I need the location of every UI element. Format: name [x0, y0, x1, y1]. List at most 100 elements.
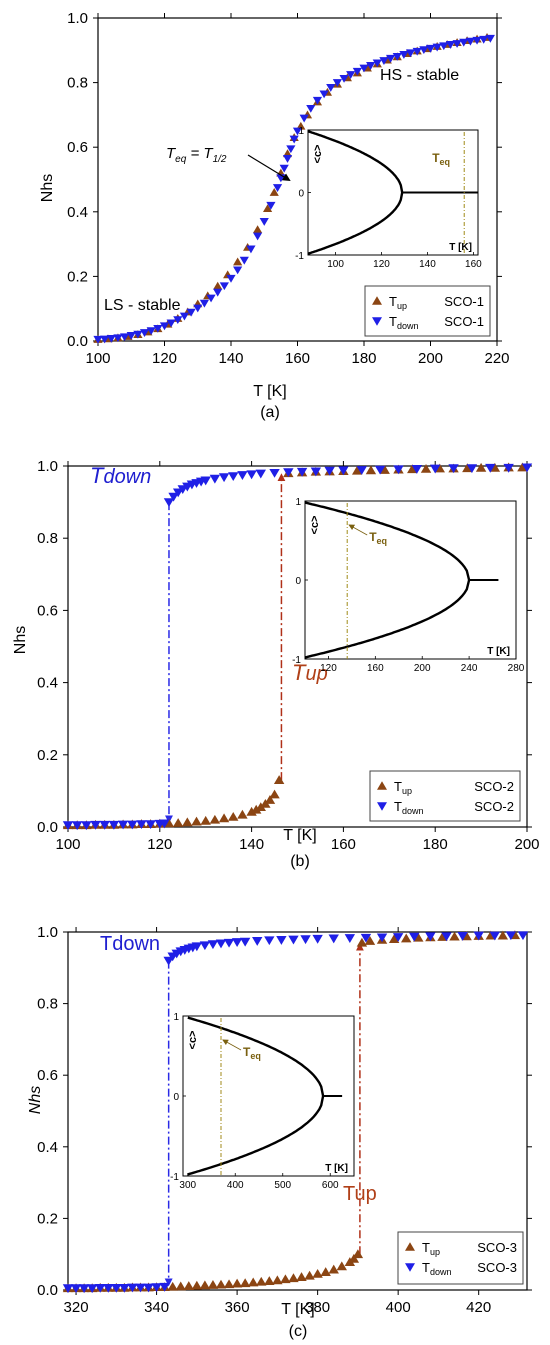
x-tick-label: 220 [484, 350, 509, 367]
y-tick-label: 0.2 [67, 268, 88, 285]
inset-x-tick-label: 160 [367, 663, 384, 674]
tdown-point [199, 299, 209, 308]
inset-y-tick-label: -1 [292, 655, 301, 666]
y-tick-label: 0.2 [37, 747, 58, 764]
tup-point [449, 931, 460, 941]
legend-tdown-label: Tdown [389, 314, 418, 331]
tup-point [462, 463, 473, 473]
tdown-point [259, 218, 269, 226]
tdown-point [425, 932, 436, 942]
tup-point [264, 1276, 275, 1285]
tdown-point [223, 938, 235, 948]
tdown-point [168, 492, 179, 502]
inset-teq-arrow [222, 1039, 242, 1051]
tup-point [262, 204, 273, 213]
tdown-point [81, 821, 92, 831]
inset-upper-branch [307, 130, 404, 193]
tdown-point [459, 38, 469, 47]
inset-x-tick-label: 500 [274, 1180, 291, 1191]
tdown-point [472, 36, 482, 45]
tdown-point [239, 256, 249, 265]
tdown-point [126, 332, 136, 340]
panel-a-teq-arrow [247, 154, 291, 182]
tdown-point [136, 820, 147, 830]
tdown-point [163, 498, 175, 508]
inset-xlabel: T [K] [325, 1163, 348, 1174]
tdown-point [231, 938, 243, 947]
plot-frame [67, 931, 528, 1291]
y-tick-label: 0.4 [37, 675, 58, 692]
tdown-point [135, 1283, 146, 1293]
tdown-point [166, 319, 176, 328]
tdown-point [215, 939, 227, 949]
panel-c-series [62, 930, 529, 1294]
x-tick-label: 360 [225, 1299, 250, 1316]
inset-y-tick-label: -1 [170, 1172, 179, 1183]
tdown-point [425, 44, 436, 53]
tdown-point [344, 934, 356, 944]
tdown-point [466, 464, 478, 474]
x-tick-label: 140 [218, 350, 243, 367]
legend-series-name: SCO-3 [477, 1240, 517, 1255]
tdown-point [153, 324, 163, 333]
x-tick-label: 120 [147, 836, 172, 853]
tdown-point [489, 931, 500, 941]
y-tick-label: 0.6 [37, 602, 58, 619]
legend-tdown-label: Tdown [394, 799, 423, 816]
inset-x-tick-label: 600 [322, 1180, 339, 1191]
tdown-point [439, 42, 449, 51]
tdown-point [70, 1284, 82, 1294]
y-tick-label: 0.0 [37, 1282, 58, 1299]
tdown-point [312, 934, 323, 944]
legend-series-name: SCO-3 [477, 1260, 517, 1275]
tup-point [272, 1275, 283, 1285]
tup-point [255, 802, 266, 812]
inset-y-tick-label: 1 [173, 1012, 179, 1023]
legend-tup-marker [372, 296, 382, 305]
plot-frame [67, 465, 528, 828]
panel-a-xlabel: T [K] [253, 383, 287, 400]
tdown-point [159, 819, 170, 829]
tup-point [237, 809, 248, 819]
tup-point [256, 1276, 267, 1286]
tdown-point [430, 464, 441, 474]
tdown-point [448, 464, 459, 474]
inset-x-tick-label: 300 [179, 1180, 196, 1191]
panel-a-ylabel: Nhs [39, 174, 56, 202]
y-tick-label: 0.0 [67, 333, 88, 350]
x-tick-label: 100 [55, 836, 80, 853]
tdown-point [172, 488, 184, 498]
tdown-point [228, 472, 239, 482]
tup-point [407, 464, 418, 474]
x-tick-label: 160 [331, 836, 356, 853]
tup-point [182, 817, 193, 827]
tdown-point [127, 1283, 138, 1293]
tdown-point [296, 467, 308, 477]
panel-c-legend: Tup SCO-3 Tdown SCO-3 [397, 1231, 524, 1285]
tdown-point [252, 937, 263, 946]
panel-c-axes: 320 340 360 380 400 420 0.0 0.2 0.4 0.6 0.8 1.0 [37, 924, 532, 1316]
panel-a-series [93, 33, 495, 344]
tup-point [304, 1270, 315, 1280]
inset-x-tick-label: 120 [373, 259, 390, 270]
tdown-point [332, 79, 342, 87]
tup-point [215, 1279, 227, 1289]
tdown-point [356, 466, 367, 475]
inset-upper-branch [187, 1016, 325, 1097]
tdown-point [328, 934, 339, 944]
tdown-point [145, 820, 156, 830]
inset-lower-branch [187, 1095, 325, 1176]
tdown-point [457, 932, 468, 941]
tup-point [379, 465, 390, 474]
y-tick-label: 0.2 [37, 1210, 58, 1227]
x-tick-label: 100 [85, 350, 110, 367]
x-tick-label: 200 [418, 350, 443, 367]
tdown-point [288, 935, 299, 945]
x-tick-label: 400 [386, 1299, 411, 1316]
tup-point [172, 818, 184, 827]
legend-tdown-marker [405, 1263, 415, 1272]
tdown-point [237, 471, 248, 480]
panel-a-label: (a) [260, 404, 280, 421]
tdown-point [117, 820, 129, 830]
panel-c-tdown-annotation: Tdown [100, 933, 160, 955]
